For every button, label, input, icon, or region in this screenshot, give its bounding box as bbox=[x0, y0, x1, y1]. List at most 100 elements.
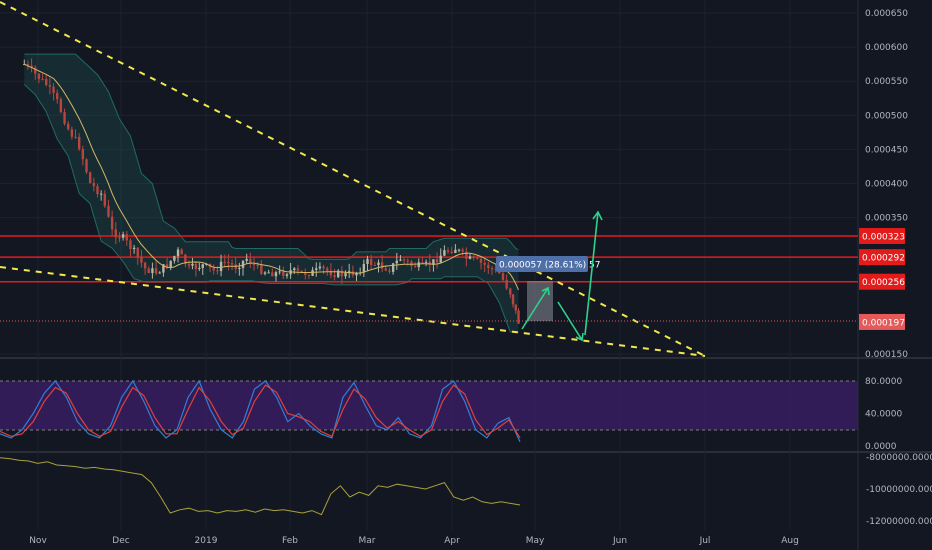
level-badge-text: 0.000256 bbox=[862, 278, 905, 288]
candle-body bbox=[319, 267, 321, 269]
time-tick-label: Dec bbox=[112, 536, 129, 546]
time-tick-label: Feb bbox=[282, 536, 298, 546]
price-tick-label: 0.000150 bbox=[865, 350, 908, 360]
obv-tick-label: -8000000.0000 bbox=[866, 453, 932, 463]
candle-body bbox=[256, 265, 258, 266]
candle-body bbox=[465, 252, 467, 259]
price-tick-label: 0.000500 bbox=[865, 111, 908, 121]
candle-body bbox=[245, 259, 247, 261]
candle-body bbox=[278, 271, 280, 272]
candle-body bbox=[63, 112, 65, 124]
candle-body bbox=[418, 262, 420, 267]
candle-body bbox=[385, 269, 387, 271]
candle-body bbox=[93, 183, 95, 186]
candle-body bbox=[381, 262, 383, 268]
candle-body bbox=[480, 259, 482, 263]
price-tick-label: 0.000350 bbox=[865, 214, 908, 224]
candle-body bbox=[447, 250, 449, 251]
candle-body bbox=[100, 194, 102, 195]
candle-body bbox=[85, 159, 87, 172]
candle-body bbox=[374, 265, 376, 266]
candle-body bbox=[78, 137, 80, 149]
candle-body bbox=[52, 87, 54, 93]
candle-body bbox=[414, 266, 416, 267]
candle-body bbox=[483, 263, 485, 265]
candle-body bbox=[126, 234, 128, 240]
candle-body bbox=[407, 260, 409, 261]
candle-body bbox=[155, 268, 157, 273]
candle-body bbox=[509, 288, 511, 294]
candle-body bbox=[377, 262, 379, 265]
candle-body bbox=[333, 275, 335, 277]
level-badge-text: 0.000292 bbox=[862, 254, 905, 264]
candle-body bbox=[512, 294, 514, 304]
candle-body bbox=[264, 272, 266, 273]
candle-body bbox=[224, 262, 226, 263]
candle-body bbox=[454, 250, 456, 253]
candle-body bbox=[286, 274, 288, 276]
candle-body bbox=[392, 263, 394, 272]
level-badges: 0.0003230.0002920.0002560.000197 bbox=[859, 228, 905, 330]
candle-body bbox=[440, 256, 442, 263]
candle-body bbox=[216, 270, 218, 271]
candle-body bbox=[195, 264, 197, 269]
time-tick-label: Jul bbox=[699, 536, 711, 546]
candle-body bbox=[170, 261, 172, 268]
candle-body bbox=[202, 264, 204, 268]
candle-body bbox=[505, 280, 507, 289]
stoch-tick-label: 80.0000 bbox=[865, 377, 902, 387]
price-tick-label: 0.000550 bbox=[865, 77, 908, 87]
candle-body bbox=[388, 271, 390, 272]
candle-body bbox=[344, 273, 346, 276]
candle-body bbox=[122, 234, 124, 238]
candle-body bbox=[118, 237, 120, 238]
price-tick-label: 0.000600 bbox=[865, 43, 908, 53]
candle-body bbox=[297, 268, 299, 270]
candle-body bbox=[491, 268, 493, 269]
candle-body bbox=[148, 269, 150, 274]
candle-body bbox=[515, 304, 517, 310]
candle-body bbox=[461, 250, 463, 252]
candle-body bbox=[293, 268, 295, 270]
price-tick-label: 0.000450 bbox=[865, 145, 908, 155]
candle-body bbox=[49, 85, 51, 87]
candle-body bbox=[38, 74, 40, 79]
candle-body bbox=[363, 264, 365, 272]
candle-body bbox=[129, 240, 131, 249]
candle-body bbox=[311, 270, 313, 276]
candle-body bbox=[300, 271, 302, 273]
price-tick-label: 0.000650 bbox=[865, 9, 908, 19]
candle-body bbox=[151, 268, 153, 273]
candle-body bbox=[396, 261, 398, 264]
candle-body bbox=[107, 206, 109, 217]
candle-body bbox=[502, 273, 504, 280]
candle-body bbox=[282, 271, 284, 275]
candle-body bbox=[271, 272, 273, 276]
candle-body bbox=[56, 93, 58, 99]
candle-body bbox=[517, 310, 519, 323]
candle-body bbox=[425, 262, 427, 263]
candle-body bbox=[104, 194, 106, 206]
time-tick-label: Nov bbox=[29, 536, 47, 546]
candle-body bbox=[231, 263, 233, 264]
candle-body bbox=[451, 252, 453, 253]
measure-label[interactable]: 0.000057 (28.61%) 57 bbox=[496, 256, 600, 272]
obv-tick-label: -12000000.000 bbox=[866, 517, 932, 527]
candle-body bbox=[436, 259, 438, 262]
candle-body bbox=[89, 172, 91, 183]
candle-body bbox=[71, 129, 73, 136]
time-tick-label: May bbox=[526, 536, 545, 546]
candle-body bbox=[227, 262, 229, 263]
candle-body bbox=[399, 259, 401, 260]
candle-body bbox=[41, 79, 43, 80]
candle-body bbox=[115, 229, 117, 237]
candle-body bbox=[238, 268, 240, 269]
candle-body bbox=[45, 79, 47, 85]
time-tick-label: Apr bbox=[444, 536, 460, 546]
candle-body bbox=[140, 257, 142, 263]
candle-body bbox=[260, 265, 262, 274]
candle-body bbox=[82, 149, 84, 159]
candle-body bbox=[96, 186, 98, 194]
time-tick-label: Jun bbox=[612, 536, 627, 546]
